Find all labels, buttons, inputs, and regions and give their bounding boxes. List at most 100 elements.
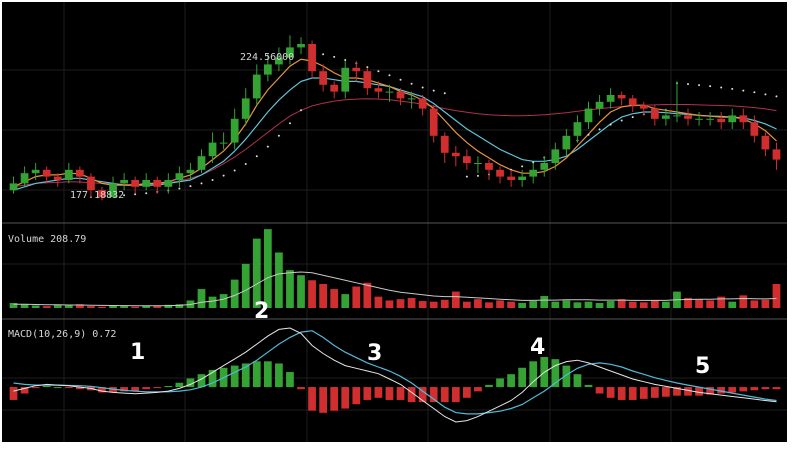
signal-line <box>13 330 777 415</box>
candle-body <box>485 163 493 170</box>
sar-dot <box>410 82 413 85</box>
volume-bar <box>551 301 560 308</box>
macd-histogram-bar <box>606 387 615 398</box>
sar-dot <box>123 194 126 197</box>
volume-bar <box>650 300 659 308</box>
volume-bar <box>363 282 372 308</box>
macd-histogram-bar <box>518 367 527 388</box>
sar-dot <box>687 83 690 86</box>
volume-bar <box>53 304 62 308</box>
candle-body <box>53 176 62 180</box>
sar-dot <box>631 116 634 119</box>
sar-dot <box>211 179 214 181</box>
candle-body <box>385 91 394 93</box>
candle-body <box>9 183 18 191</box>
macd-histogram-bar <box>197 374 206 388</box>
candle-body <box>120 180 128 184</box>
macd-histogram-bar <box>319 387 327 413</box>
volume-bar <box>529 301 538 308</box>
macd-histogram-bar <box>275 363 283 388</box>
macd-histogram-bar <box>42 386 51 388</box>
volume-bar <box>42 306 51 308</box>
volume-bar <box>518 302 527 308</box>
volume-bar <box>319 284 327 308</box>
candle-body <box>606 95 615 102</box>
candle-body <box>109 183 117 197</box>
macd-histogram-bar <box>297 387 305 390</box>
volume-bar <box>374 296 383 308</box>
macd-histogram-bar <box>584 384 593 388</box>
macd-histogram-bar <box>418 387 427 403</box>
macd-histogram-bar <box>639 387 648 399</box>
macd-histogram-bar <box>308 387 316 411</box>
volume-bar <box>385 300 394 308</box>
macd-histogram-bar <box>573 374 582 388</box>
sar-dot <box>432 89 435 92</box>
macd-histogram-bar <box>739 387 748 392</box>
low-price-label: 177.18832 <box>70 190 124 201</box>
trading-chart[interactable]: 224.56000 177.18832 Volume 208.79 MACD(1… <box>2 2 787 442</box>
macd-histogram-bar <box>761 387 770 390</box>
candle-body <box>142 180 151 187</box>
candle-body <box>551 149 560 163</box>
sar-dot <box>266 145 269 148</box>
candle-body <box>496 169 504 177</box>
volume-bar <box>739 295 748 308</box>
candle-body <box>308 44 316 72</box>
candle-body <box>650 108 659 119</box>
macd-histogram-bar <box>9 387 18 400</box>
volume-bar <box>761 299 770 308</box>
macd-histogram-bar <box>120 387 128 392</box>
candle-body <box>330 84 339 92</box>
macd-histogram-bar <box>706 387 714 395</box>
volume-bar <box>595 302 604 308</box>
macd-panel[interactable] <box>9 327 781 423</box>
volume-bar <box>76 304 84 308</box>
volume-bar <box>684 297 692 308</box>
volume-bar <box>728 301 737 308</box>
sar-dot <box>742 89 745 92</box>
macd-histogram-bar <box>772 387 781 390</box>
sar-dot <box>443 92 446 95</box>
volume-title: Volume 208.79 <box>8 234 86 245</box>
sar-dot <box>388 74 391 77</box>
volume-bar <box>308 280 316 308</box>
candle-body <box>529 169 538 177</box>
volume-bar <box>164 304 173 308</box>
candle-body <box>407 98 416 100</box>
macd-histogram-bar <box>263 361 272 388</box>
sar-dot <box>233 169 236 172</box>
volume-bar <box>64 305 73 308</box>
volume-panel[interactable] <box>9 229 781 308</box>
candle-body <box>263 64 272 75</box>
candle-body <box>197 156 206 170</box>
macd-histogram-bar <box>673 387 681 396</box>
sar-dot <box>322 53 325 56</box>
macd-histogram-bar <box>363 387 372 400</box>
volume-bar <box>98 306 106 308</box>
candle-body <box>639 105 648 109</box>
macd-histogram-bar <box>407 387 416 403</box>
sar-dot <box>609 123 612 126</box>
sar-dot <box>465 175 468 178</box>
volume-bar <box>297 275 305 308</box>
sar-dot <box>244 163 247 166</box>
sar-dot <box>344 58 347 61</box>
price-panel[interactable] <box>9 35 781 201</box>
volume-bar <box>485 302 493 308</box>
annotation-5: 5 <box>695 354 710 379</box>
volume-bar <box>463 301 471 308</box>
macd-title: MACD(10,26,9) 0.72 <box>8 329 116 340</box>
macd-histogram-bar <box>507 374 515 388</box>
candle-body <box>363 71 372 89</box>
sar-dot <box>698 84 701 87</box>
candle-body <box>241 98 250 119</box>
macd-histogram-bar <box>64 387 73 389</box>
volume-bar <box>717 296 726 308</box>
volume-bar <box>286 270 294 308</box>
high-price-label: 224.56000 <box>240 52 294 63</box>
volume-bar <box>20 304 29 308</box>
volume-bar <box>451 291 460 308</box>
candle-body <box>684 115 692 119</box>
macd-histogram-bar <box>595 387 604 394</box>
